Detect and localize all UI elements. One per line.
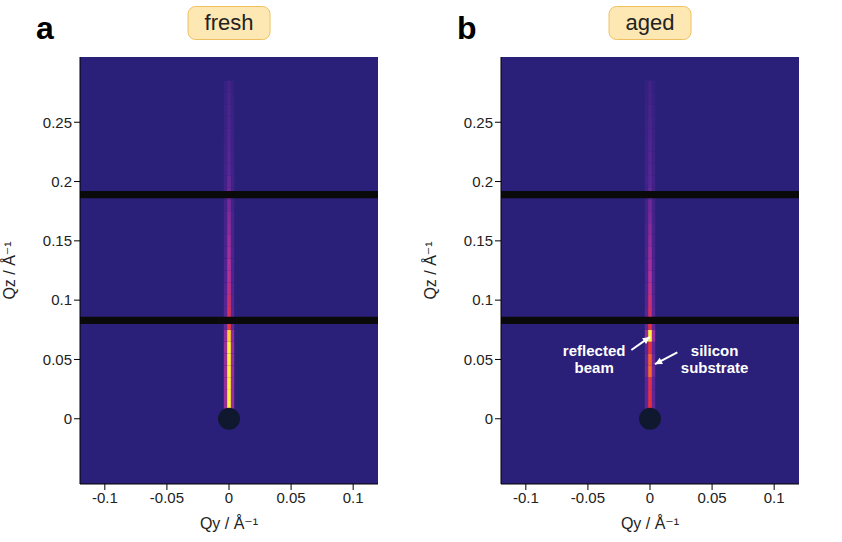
svg-text:0: 0 xyxy=(485,410,493,427)
svg-text:0.1: 0.1 xyxy=(472,291,493,308)
html-text:aged: aged xyxy=(625,10,675,35)
svg-text:0.2: 0.2 xyxy=(51,173,72,190)
svg-text:0.1: 0.1 xyxy=(343,489,364,506)
svg-text:0.1: 0.1 xyxy=(764,489,785,506)
svg-text:reflectedbeam: reflectedbeam xyxy=(563,342,626,376)
svg-text:Qy / Å⁻¹: Qy / Å⁻¹ xyxy=(200,514,258,532)
html-text:b: b xyxy=(457,10,477,46)
svg-text:Qz / Å⁻¹: Qz / Å⁻¹ xyxy=(0,241,18,299)
svg-text:0.25: 0.25 xyxy=(43,114,72,131)
svg-text:0.05: 0.05 xyxy=(276,489,305,506)
svg-text:-0.05: -0.05 xyxy=(150,489,184,506)
svg-text:0.05: 0.05 xyxy=(43,351,72,368)
svg-text:0.15: 0.15 xyxy=(43,232,72,249)
svg-text:Qz / Å⁻¹: Qz / Å⁻¹ xyxy=(421,241,439,299)
svg-text:0.25: 0.25 xyxy=(464,114,493,131)
svg-text:siliconsubstrate: siliconsubstrate xyxy=(681,342,749,376)
svg-text:0.1: 0.1 xyxy=(51,291,72,308)
svg-text:0.05: 0.05 xyxy=(464,351,493,368)
svg-text:-0.1: -0.1 xyxy=(92,489,118,506)
svg-text:-0.1: -0.1 xyxy=(513,489,539,506)
svg-text:0: 0 xyxy=(64,410,72,427)
svg-text:0: 0 xyxy=(225,489,233,506)
svg-text:0: 0 xyxy=(646,489,654,506)
html-text:fresh: fresh xyxy=(204,10,254,35)
svg-text:0.05: 0.05 xyxy=(697,489,726,506)
svg-text:0.2: 0.2 xyxy=(472,173,493,190)
svg-text:0.15: 0.15 xyxy=(464,232,493,249)
html-text:a: a xyxy=(36,10,54,46)
svg-text:-0.05: -0.05 xyxy=(571,489,605,506)
svg-text:Qy / Å⁻¹: Qy / Å⁻¹ xyxy=(621,514,679,532)
